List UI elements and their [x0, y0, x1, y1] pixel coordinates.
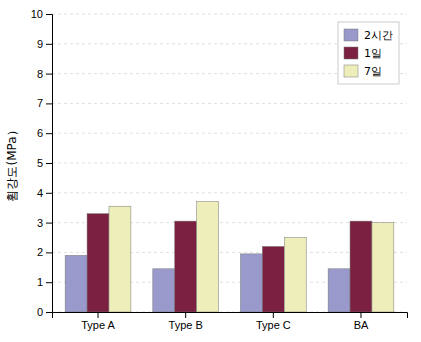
bar: [240, 254, 262, 312]
axis-line: [46, 15, 53, 313]
tick-mark: [98, 312, 99, 318]
tick-mark: [46, 74, 52, 75]
legend-label: 1일: [364, 47, 382, 60]
bar: [372, 223, 394, 312]
grid-line: [52, 133, 407, 134]
tick-mark: [46, 163, 52, 164]
tick: 10: [31, 8, 52, 20]
tick-label: 0: [37, 306, 43, 318]
legend-swatch: [344, 29, 358, 41]
tick: 4: [37, 187, 52, 199]
legend-item: 1일: [344, 47, 382, 60]
tick: Type A: [81, 312, 115, 331]
legend-box: [338, 22, 399, 84]
tick: 7: [37, 97, 52, 109]
tick-label: BA: [354, 319, 369, 331]
tick-label: 6: [37, 127, 43, 139]
legend: 2시간 1일 7일: [338, 22, 399, 84]
bar: [65, 255, 87, 312]
tick-label: 8: [37, 68, 43, 80]
tick-label: 10: [31, 8, 43, 20]
axis-line: [53, 313, 408, 319]
legend-label: 7일: [364, 65, 382, 78]
tick: Type B: [169, 312, 203, 331]
grid-line: [52, 163, 407, 164]
bar: [197, 202, 219, 312]
bar: [284, 238, 306, 313]
tick-mark: [46, 133, 52, 134]
tick: 5: [37, 157, 52, 169]
legend-swatch: [344, 65, 358, 77]
tick-mark: [46, 44, 52, 45]
tick: 8: [37, 68, 52, 80]
chart: Type A Type B Type C BA 0 1 2 3 4 5 6 7 8 9 10 휨강도(MPa）…: [0, 0, 421, 342]
bar: [153, 269, 175, 312]
tick-label: 2: [37, 246, 43, 258]
tick: BA: [354, 312, 369, 331]
grid-line: [52, 103, 407, 104]
bar: [350, 221, 372, 312]
y-axis: 0 1 2 3 4 5 6 7 8 9 10: [31, 8, 53, 318]
tick-mark: [46, 223, 52, 224]
bar: [328, 269, 350, 312]
tick-mark: [185, 312, 186, 318]
tick-label: 3: [37, 217, 43, 229]
tick: Type C: [256, 312, 291, 331]
grid-line: [52, 14, 407, 15]
tick-label: Type B: [169, 319, 203, 331]
tick-mark: [46, 193, 52, 194]
bars: [65, 202, 394, 312]
tick: 1: [37, 276, 52, 288]
tick-mark: [273, 312, 274, 318]
tick-label: Type C: [256, 319, 291, 331]
grid: [52, 14, 407, 312]
tick-mark: [46, 282, 52, 283]
tick: 0: [37, 306, 52, 318]
tick-label: 4: [37, 187, 43, 199]
tick-label: Type A: [81, 319, 115, 331]
tick-mark: [46, 14, 52, 15]
tick-label: 5: [37, 157, 43, 169]
axis-title: 휨강도(MPa）: [5, 124, 19, 201]
legend-swatch: [344, 47, 358, 59]
tick-mark: [360, 312, 361, 318]
legend-label: 2시간: [364, 29, 393, 42]
grid-line: [52, 192, 407, 193]
series: [109, 202, 394, 312]
bar: [87, 214, 109, 312]
tick-label: 1: [37, 276, 43, 288]
legend-item: 7일: [344, 65, 382, 78]
tick-mark: [46, 252, 52, 253]
tick: 6: [37, 127, 52, 139]
plot: Type A Type B Type C BA 0 1 2 3 4 5 6 7 8 9 10 휨강도(MPa）…: [5, 8, 408, 331]
tick-mark: [46, 312, 52, 313]
tick-mark: [46, 103, 52, 104]
bar: [262, 246, 284, 312]
tick-label: 7: [37, 97, 43, 109]
legend-item: 2시간: [344, 29, 393, 42]
tick-label: 9: [37, 38, 43, 50]
x-axis: Type A Type B Type C BA: [53, 312, 408, 331]
bar: [175, 221, 197, 312]
bar: [109, 206, 131, 312]
tick: 3: [37, 217, 52, 229]
tick: 9: [37, 38, 52, 50]
tick: 2: [37, 246, 52, 258]
